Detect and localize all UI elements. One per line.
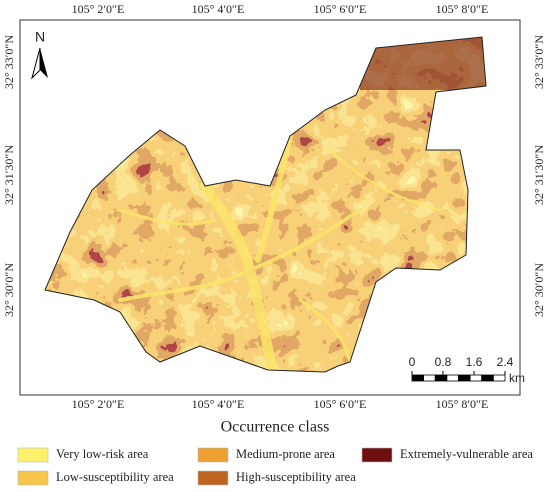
scale-unit: km	[509, 371, 525, 385]
scale-segment	[492, 374, 506, 382]
longitude-label: 105° 8′0″E	[436, 397, 489, 411]
north-arrow: N	[31, 29, 48, 80]
legend-label: Medium-prone area	[236, 447, 335, 461]
legend-swatch	[197, 470, 229, 486]
scale-segment	[446, 374, 459, 382]
latitude-label: 32° 31′30″N	[532, 145, 546, 205]
longitude-label: 105° 2′0″E	[72, 397, 125, 411]
legend-swatch	[17, 470, 49, 486]
north-label: N	[35, 29, 45, 45]
scale-segment	[411, 374, 425, 382]
longitude-label: 105° 4′0″E	[192, 2, 245, 16]
longitude-label: 105° 6′0″E	[314, 397, 367, 411]
scale-label: 1.6	[466, 355, 483, 369]
legend-label: Extremely-vulnerable area	[400, 447, 533, 461]
scale-segment	[458, 374, 471, 382]
latitude-label: 32° 30′0″N	[2, 263, 16, 317]
latitude-label: 32° 31′30″N	[2, 145, 16, 205]
longitude-label: 105° 6′0″E	[314, 2, 367, 16]
scale-segment	[481, 374, 494, 382]
legend-label: Low-susceptibility area	[56, 470, 174, 484]
scale-label: 0	[409, 355, 416, 369]
scale-segment	[434, 374, 448, 382]
legend-label: Very low-risk area	[56, 447, 149, 461]
legend-title: Occurrence class	[221, 419, 330, 436]
legend-label: High-susceptibility area	[236, 470, 356, 484]
legend-swatch	[361, 447, 393, 463]
scale-segment	[469, 374, 483, 382]
scale-bar: 0 0.8 1.6 2.4 km	[409, 355, 525, 385]
scale-label: 0.8	[435, 355, 452, 369]
scale-segment	[423, 374, 436, 382]
latitude-label: 32° 30′0″N	[532, 263, 546, 317]
legend-swatch	[197, 447, 229, 463]
latitude-label: 32° 33′0″N	[532, 35, 546, 89]
legend: Very low-risk area Low-susceptibility are…	[17, 447, 533, 486]
longitude-label: 105° 8′0″E	[436, 2, 489, 16]
longitude-label: 105° 4′0″E	[192, 397, 245, 411]
scale-label: 2.4	[497, 355, 514, 369]
legend-swatch	[17, 447, 49, 463]
longitude-label: 105° 2′0″E	[72, 2, 125, 16]
latitude-label: 32° 33′0″N	[2, 35, 16, 89]
region-outline	[44, 36, 487, 373]
